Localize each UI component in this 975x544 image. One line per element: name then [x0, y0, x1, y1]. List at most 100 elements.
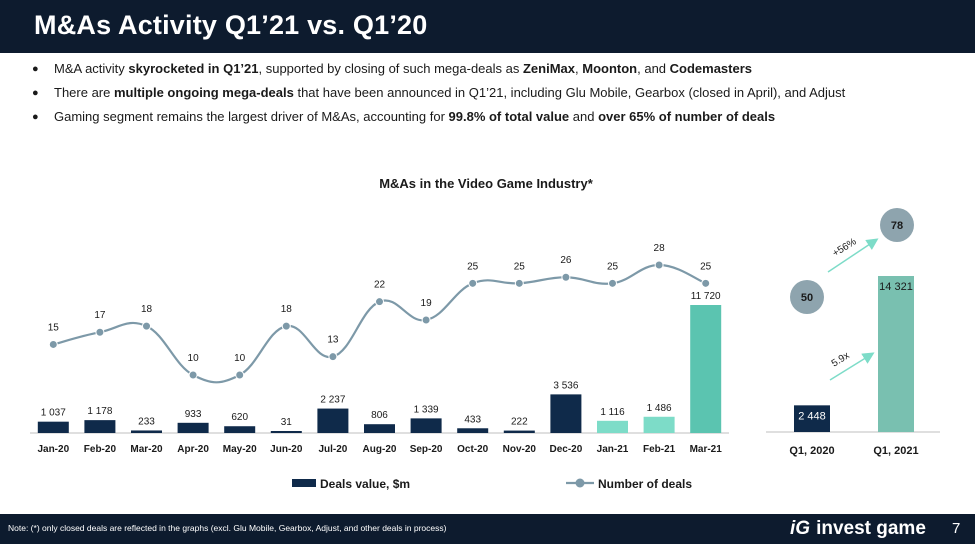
deals-count-point — [608, 278, 617, 288]
page-title: M&As Activity Q1’21 vs. Q1’20 — [34, 10, 428, 40]
growth-arrow-deals — [827, 238, 879, 273]
bar-deals-value — [503, 430, 535, 433]
legend-swatch-point — [575, 478, 585, 488]
deals-count-label: 19 — [421, 298, 433, 309]
header-bar: M&As Activity Q1’21 vs. Q1’20 — [0, 0, 975, 53]
x-tick-label: Nov-20 — [503, 444, 537, 455]
bullet-item: Gaming segment remains the largest drive… — [32, 108, 962, 132]
q-tick-label: Q1, 2020 — [789, 445, 834, 457]
deals-count-point — [701, 278, 711, 288]
x-tick-label: Oct-20 — [457, 444, 489, 455]
bullet-text-segment: Codemasters — [669, 61, 753, 76]
x-tick-label: Sep-20 — [410, 444, 443, 455]
bar-value-label: 933 — [185, 409, 202, 420]
bar-value-label: 11 720 — [691, 291, 721, 302]
bullet-text-segment: , supported by closing of such mega-deal… — [258, 61, 523, 76]
deals-count-label: 10 — [234, 353, 246, 364]
deals-count-point — [654, 260, 664, 270]
bullet-text-segment: that have been announced in Q1’21, inclu… — [293, 85, 846, 100]
bullet-text-segment: 99.8% of total value — [448, 109, 570, 124]
q-bar — [878, 276, 914, 432]
bullet-text-segment: Gaming segment remains the largest drive… — [54, 109, 449, 124]
q-tick-label: Q1, 2021 — [873, 445, 918, 457]
footnote: Note: (*) only closed deals are reflecte… — [8, 523, 447, 533]
deals-count-label: 26 — [560, 255, 572, 266]
bar-deals-value — [643, 416, 675, 433]
deals-count-label: 18 — [141, 304, 153, 315]
x-tick-label: Jan-20 — [37, 444, 69, 455]
deals-count-label: 13 — [327, 335, 339, 346]
bar-value-label: 1 486 — [647, 403, 672, 414]
bar-value-label: 806 — [371, 410, 388, 421]
growth-label-value: 5.9x — [830, 350, 852, 369]
x-tick-label: Jun-20 — [270, 444, 303, 455]
page-number: 7 — [952, 520, 961, 537]
deals-count-label: 10 — [188, 353, 200, 364]
deals-count-point — [421, 315, 431, 325]
bar-value-label: 3 536 — [553, 380, 578, 391]
deals-count-point — [281, 321, 291, 331]
bar-deals-value — [177, 422, 209, 433]
q-deals-circle — [790, 280, 824, 314]
bar-deals-value — [84, 420, 116, 433]
bar-value-label: 222 — [511, 417, 528, 428]
x-tick-label: Feb-21 — [643, 444, 676, 455]
deals-count-label: 18 — [281, 304, 293, 315]
x-tick-label: Jan-21 — [597, 444, 629, 455]
bullet-list: M&A activity skyrocketed in Q1’21, suppo… — [32, 60, 962, 132]
deals-count-point — [48, 339, 58, 349]
bar-deals-value — [410, 418, 442, 433]
deals-count-label: 25 — [607, 261, 619, 272]
q-bar-value-label: 2 448 — [798, 410, 826, 422]
bar-deals-value — [317, 408, 349, 433]
bullet-text-segment: There are — [54, 85, 114, 100]
deals-count-point — [328, 352, 338, 362]
bar-value-label: 620 — [231, 412, 248, 423]
deals-count-point — [375, 297, 384, 307]
bar-value-label: 1 339 — [414, 404, 439, 415]
bullet-text-segment: multiple ongoing mega-deals — [113, 85, 294, 100]
bullet-text-segment: and — [569, 109, 599, 124]
q-deals-count: 50 — [801, 292, 813, 304]
growth-arrow-value — [829, 352, 875, 381]
bar-deals-value — [690, 305, 722, 433]
bar-deals-value — [37, 421, 69, 433]
bullet-text-segment: Moonton — [582, 61, 638, 76]
q-bar — [794, 405, 830, 432]
deals-count-label: 25 — [467, 261, 479, 272]
deals-count-label: 17 — [94, 310, 106, 321]
bar-value-label: 1 116 — [600, 407, 625, 418]
q-deals-count: 78 — [891, 220, 903, 232]
bar-deals-value — [270, 431, 302, 433]
x-tick-label: Jul-20 — [318, 444, 347, 455]
chart-title: M&As in the Video Game Industry* — [379, 176, 594, 191]
bar-deals-value — [224, 426, 256, 433]
deals-count-label: 22 — [374, 280, 386, 291]
brand-logo: iG invest game — [790, 518, 926, 540]
bar-deals-value — [131, 430, 162, 433]
bar-value-label: 31 — [281, 417, 293, 428]
bar-deals-value — [550, 394, 582, 433]
bullet-text-segment: M&A activity — [54, 61, 129, 76]
deals-count-point — [235, 370, 245, 380]
deals-count-label: 15 — [48, 322, 60, 333]
deals-count-label: 28 — [654, 243, 666, 254]
x-tick-label: Feb-20 — [84, 444, 117, 455]
x-tick-label: Dec-20 — [549, 444, 582, 455]
x-tick-label: Mar-20 — [130, 444, 163, 455]
growth-label-deals: +56% — [831, 236, 859, 259]
legend-label-deals-count: Number of deals — [598, 477, 692, 491]
bar-value-label: 233 — [138, 416, 155, 427]
deals-count-point — [468, 278, 478, 288]
bullet-item: M&A activity skyrocketed in Q1’21, suppo… — [32, 60, 962, 84]
deals-count-point — [514, 278, 524, 288]
deals-count-label: 25 — [514, 261, 526, 272]
bullet-text-segment: , — [575, 61, 583, 76]
brand-name: invest game — [816, 518, 926, 539]
bullet-text-segment: ZeniMax — [522, 61, 575, 76]
x-tick-label: Apr-20 — [177, 444, 209, 455]
ma-chart: M&As in the Video Game Industry* 1 037 Jan… — [30, 176, 940, 491]
x-tick-label: Aug-20 — [363, 444, 397, 455]
deals-count-point — [95, 327, 105, 337]
deals-count-point — [188, 370, 198, 380]
